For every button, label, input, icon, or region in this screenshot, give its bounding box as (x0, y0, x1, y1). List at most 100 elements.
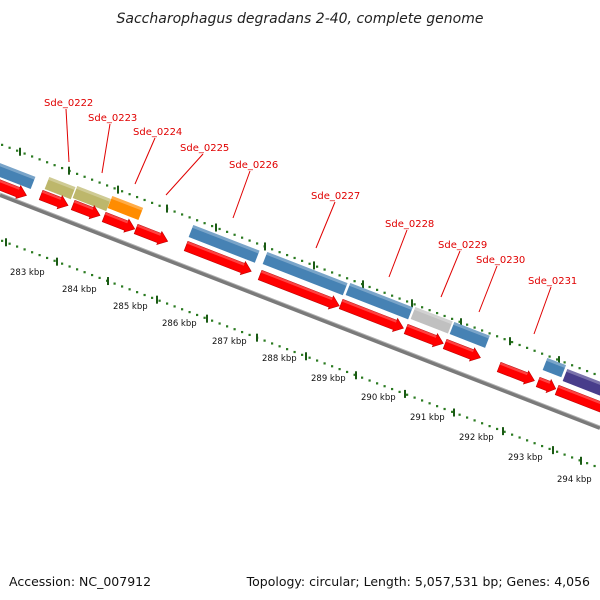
gene-label-leader (533, 286, 552, 335)
gene-label-sde-0225[interactable]: Sde_0225 (180, 143, 229, 154)
outer-track-dot (518, 343, 521, 347)
outer-track-dot (436, 311, 439, 315)
ruler-label-288: 288 kbp (262, 354, 297, 364)
cds-arrow (183, 240, 252, 276)
gene-label-sde-0228[interactable]: Sde_0228 (385, 219, 434, 230)
gene-label-leader (440, 250, 461, 298)
outer-track-dot (571, 364, 574, 367)
ruler-dot (391, 387, 394, 391)
ruler-dot (278, 345, 281, 348)
outer-track-dot (466, 323, 469, 326)
gene-label-sde-0223[interactable]: Sde_0223 (88, 113, 137, 124)
cds-track (0, 176, 600, 416)
cds-arrow (403, 323, 444, 348)
cds-arrow (496, 361, 535, 385)
cds-arrow-shine (186, 241, 245, 266)
ruler-dot (263, 339, 266, 342)
gene-label-sde-0226[interactable]: Sde_0226 (229, 160, 278, 171)
ruler-dot (533, 442, 536, 445)
ruler-dot (1, 239, 4, 242)
ruler-dot (76, 268, 79, 271)
gene-label-sde-0227[interactable]: Sde_0227 (311, 191, 360, 202)
outer-track-dot (323, 268, 326, 271)
outer-track-dot (233, 233, 236, 236)
ruler-dot (226, 325, 229, 328)
cds-arrow-shape (338, 298, 404, 332)
feature-bar-body (0, 160, 36, 189)
cds-arrow-shape (496, 361, 535, 385)
ruler-dot (151, 296, 154, 299)
outer-track-dot (218, 227, 221, 231)
outer-track-dot (211, 224, 214, 228)
feature-bar (188, 224, 260, 263)
feature-bar (410, 306, 453, 334)
outer-track-dot (391, 294, 394, 297)
ruler-dot (16, 245, 19, 248)
outer-track-dot (121, 190, 124, 193)
ruler-dot (406, 393, 409, 396)
ruler-dot (481, 422, 484, 425)
ruler-dot (46, 256, 49, 260)
ruler-dot (271, 342, 274, 345)
cds-arrow-shape (38, 189, 69, 210)
feature-bar (542, 357, 566, 378)
ruler-dot (166, 302, 169, 305)
outer-track-dot (541, 352, 544, 355)
gene-label-sde-0230[interactable]: Sde_0230 (476, 255, 525, 266)
ruler-dot (98, 276, 101, 280)
ruler-dot (301, 353, 304, 356)
gene-label-leader (315, 201, 336, 249)
ruler-dot (511, 433, 514, 436)
cds-arrow-shine (445, 339, 474, 353)
gene-label-sde-0229[interactable]: Sde_0229 (438, 240, 487, 251)
ruler-dot (233, 328, 236, 331)
ruler-dot (113, 282, 116, 285)
feature-bar (107, 195, 144, 221)
ruler-dot (368, 379, 371, 382)
ruler-dot (436, 405, 439, 408)
cds-arrow-shape (257, 269, 340, 310)
feature-bar-body (262, 251, 348, 296)
cds-arrow-shine (557, 385, 600, 407)
cds-arrow-shine (104, 212, 129, 224)
ruler-label-286: 286 kbp (162, 319, 197, 329)
feature-bar (44, 176, 76, 200)
gene-label-sde-0222[interactable]: Sde_0222 (44, 98, 93, 109)
cds-arrow-shine (538, 377, 551, 384)
feature-bar-body (562, 368, 600, 403)
cds-arrow (554, 384, 600, 416)
feature-bar-body (107, 195, 144, 221)
outer-track-dot (443, 314, 446, 318)
outer-track-dot (511, 340, 514, 344)
cds-arrow-shape (0, 176, 27, 200)
ruler-dot (496, 427, 499, 431)
cds-arrow-shape (70, 199, 101, 220)
ruler-dot (421, 399, 424, 402)
feature-track (0, 160, 600, 403)
outer-track-dot (548, 355, 551, 358)
ruler-dot (556, 450, 559, 453)
outer-track-dot (593, 372, 596, 376)
ruler-dot (173, 305, 176, 308)
outer-track-dot (23, 152, 26, 155)
gene-label-sde-0224[interactable]: Sde_0224 (133, 127, 182, 138)
outer-track-dot (76, 172, 79, 175)
ruler-dot (443, 407, 446, 411)
outer-track-dot (346, 277, 349, 280)
cds-arrow-shine (0, 177, 20, 190)
outer-track-dot (338, 274, 341, 277)
gene-label-sde-0231[interactable]: Sde_0231 (528, 276, 577, 287)
ruler-dot (578, 459, 581, 462)
ruler-label-291: 291 kbp (410, 413, 445, 423)
cds-arrow (442, 338, 481, 362)
ruler-dot (346, 370, 349, 374)
cds-arrow (101, 211, 136, 233)
outer-track-dot (226, 230, 229, 233)
feature-bar (449, 321, 490, 348)
ruler-dot (571, 456, 574, 459)
outer-track-dot (196, 219, 199, 222)
outer-track-dot (398, 297, 401, 300)
ruler-label-283: 283 kbp (10, 268, 45, 278)
gene-label-leader (101, 123, 111, 174)
feature-bar (562, 368, 600, 403)
